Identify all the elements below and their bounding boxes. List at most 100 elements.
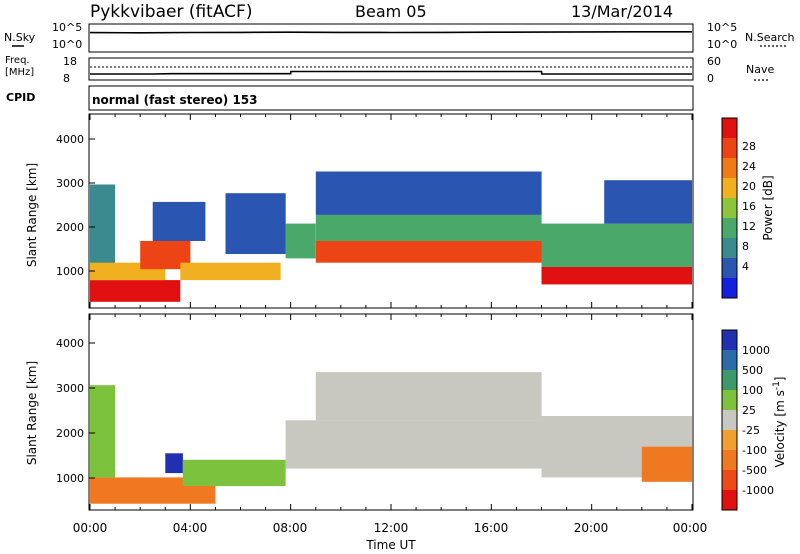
date-label: 13/Mar/2014 [571,2,673,21]
xtick-label-0400: 04:00 [173,521,208,535]
velocity-cell-4 [285,420,542,469]
velocity-cbar-label-text: Velocity [m s [773,390,787,467]
velocity-cbar-label: Velocity [m s-1] [772,377,787,468]
velocity-cell-7 [641,446,692,482]
freq-label-line1: Freq. [5,55,30,66]
power-cbar-tick-4: 4 [742,260,749,273]
xtick-label-0800: 08:00 [273,521,308,535]
velocity-colorbar-segments [722,330,737,511]
vel-cbar-tick-1000: 1000 [742,344,770,357]
nave-label: Nave [746,63,774,76]
velocity-cbar-label-exponent: -1 [772,381,782,390]
velocity-cbar-2 [722,370,737,391]
velocity-cbar-0 [722,330,737,351]
velocity-ytick-label-4000: 4000 [56,337,84,350]
velocity-data-cells [90,372,692,504]
time-axis-ticks [89,114,693,510]
power-ylabel: Slant Range [km] [25,163,39,267]
cpid-strip: CPID normal (fast stereo) 153 [6,85,694,111]
vel-cbar-tick-100: 100 [742,384,763,397]
power-ytick-label-2000: 2000 [56,221,84,234]
power-cell-12 [541,223,692,267]
power-cell-10 [315,171,542,215]
power-cell-5 [180,262,281,281]
power-cbar-2 [722,158,737,179]
plot-title: Pykkvibaer (fitACF) [90,2,252,22]
power-cbar-4 [722,198,737,219]
vel-cbar-tick-neg500: -500 [742,464,767,477]
power-ytick-label-3000: 3000 [56,177,84,190]
velocity-cell-1 [90,385,116,478]
power-cell-4 [152,201,206,241]
vel-cbar-tick-neg100: -100 [742,444,767,457]
velocity-ylabel: Slant Range [km] [25,361,39,465]
power-cell-7 [285,223,316,259]
power-colorbar-segments [722,118,737,299]
power-cbar-tick-16: 16 [742,200,756,213]
nsky-frame [88,23,694,53]
power-cbar-tick-20: 20 [742,180,756,193]
xtick-label-2000: 20:00 [574,521,609,535]
velocity-cell-3 [182,459,286,487]
power-cbar-3 [722,178,737,199]
nsky-line [89,30,692,34]
velocity-cell-2 [165,453,183,474]
power-cbar-tick-12: 12 [742,220,756,233]
cpid-label: CPID [6,91,35,104]
xtick-label-2400: 00:00 [673,521,708,535]
power-cbar-7 [722,258,737,279]
power-ytick-label-4000: 4000 [56,133,84,146]
velocity-colorbar: 1000 500 100 25 -25 -100 -500 -1000 Velo… [721,329,787,511]
nsky-strip: N.Sky 10^5 10^0 10^5 10^0 N.Search [4,21,795,53]
freq-label-line2: [MHz] [5,67,34,78]
velocity-cbar-4 [722,410,737,431]
power-cbar-tick-8: 8 [742,240,749,253]
power-panel: 1000 2000 3000 4000 Slant Range [km] [25,113,694,309]
power-cbar-0 [722,118,737,139]
power-cbar-label: Power [dB] [761,175,775,240]
beam-label: Beam 05 [355,2,427,21]
velocity-cell-5 [315,372,542,421]
velocity-ytick-label-2000: 2000 [56,427,84,440]
power-cbar-5 [722,218,737,239]
velocity-ytick-label-3000: 3000 [56,382,84,395]
nsearch-label: N.Search [745,31,795,44]
velocity-colorbar-frame [721,329,738,511]
cpid-frame [88,85,694,111]
xaxis-label: Time UT [365,538,416,552]
power-cell-9 [315,214,542,241]
nave-tick-bottom: 0 [707,72,714,85]
velocity-cbar-1 [722,350,737,371]
power-cell-6 [225,193,286,254]
nsearch-tick-top: 10^5 [707,21,737,34]
nsky-label: N.Sky [4,31,36,44]
power-colorbar: 28 24 20 16 12 8 4 Power [dB] [721,117,775,299]
nsky-tick-top: 10^5 [52,21,82,34]
freq-strip: Freq. [MHz] 18 8 60 0 Nave [5,55,774,85]
xtick-label-1600: 16:00 [474,521,509,535]
velocity-ytick-label-1000: 1000 [56,472,84,485]
freq-tick-top: 18 [63,55,77,68]
velocity-cbar-5 [722,430,737,451]
freq-line [90,70,692,75]
power-cbar-1 [722,138,737,159]
power-cell-11 [541,267,692,285]
velocity-cbar-3 [722,390,737,411]
time-axis: 00:00 04:00 08:00 12:00 16:00 20:00 00:0… [73,114,708,552]
velocity-cbar-8 [722,490,737,511]
xtick-label-1200: 12:00 [374,521,409,535]
nsky-tick-bottom: 10^0 [52,38,82,51]
velocity-cbar-label-bracket: ] [773,377,787,382]
freq-tick-bottom: 8 [63,72,70,85]
xtick-label-0000: 00:00 [73,521,108,535]
power-cbar-6 [722,238,737,259]
power-cbar-8 [722,278,737,299]
power-cbar-tick-24: 24 [742,160,756,173]
power-cell-8 [315,241,542,263]
vel-cbar-tick-neg25: -25 [742,424,760,437]
power-data-cells [90,171,692,302]
vel-cbar-tick-500: 500 [742,364,763,377]
velocity-cbar-6 [722,450,737,471]
vel-cbar-tick-neg1000: -1000 [742,484,774,497]
